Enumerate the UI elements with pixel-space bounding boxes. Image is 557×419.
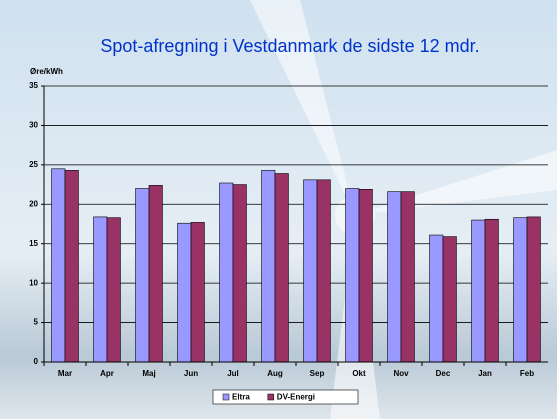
y-tick-label: 10 bbox=[29, 278, 38, 287]
bar bbox=[232, 184, 247, 363]
x-tick-label: Sep bbox=[310, 369, 325, 378]
x-tick-label: Jul bbox=[227, 369, 239, 378]
bar bbox=[345, 188, 360, 363]
x-tick-label: Aug bbox=[267, 369, 283, 378]
bar bbox=[400, 191, 415, 363]
bar bbox=[219, 182, 234, 363]
bar bbox=[442, 236, 457, 363]
bar bbox=[106, 217, 121, 363]
x-tick-label: Okt bbox=[352, 369, 366, 378]
y-tick-label: 35 bbox=[29, 81, 38, 90]
x-tick-label: Maj bbox=[142, 369, 155, 378]
legend-swatch bbox=[267, 393, 275, 401]
x-tick-label: Jun bbox=[184, 369, 198, 378]
x-tick-label: Nov bbox=[393, 369, 409, 378]
bar bbox=[387, 191, 402, 363]
legend: Eltra DV-Energi bbox=[212, 389, 359, 405]
bar bbox=[177, 222, 192, 363]
y-tick-label: 5 bbox=[34, 318, 39, 327]
bar bbox=[93, 216, 108, 363]
x-tick-label: Dec bbox=[436, 369, 451, 378]
y-tick-label: 30 bbox=[29, 121, 38, 130]
legend-label: Eltra bbox=[232, 393, 250, 402]
legend-swatch bbox=[222, 393, 230, 401]
bar bbox=[526, 216, 541, 363]
bar bbox=[51, 168, 66, 363]
bar bbox=[513, 217, 528, 363]
chart-title: Spot-afregning i Vestdanmark de sidste 1… bbox=[100, 36, 479, 56]
y-tick-label: 15 bbox=[29, 239, 38, 248]
x-tick-label: Mar bbox=[58, 369, 72, 378]
bar bbox=[484, 218, 499, 363]
bar bbox=[471, 219, 486, 363]
bar bbox=[190, 222, 205, 363]
bar bbox=[261, 170, 276, 363]
bar bbox=[135, 188, 150, 363]
bar bbox=[274, 173, 289, 363]
y-axis-label: Øre/kWh bbox=[30, 67, 63, 76]
x-tick-label: Feb bbox=[520, 369, 534, 378]
legend-label: DV-Energi bbox=[277, 393, 315, 402]
y-tick-label: 0 bbox=[34, 357, 39, 366]
x-tick-label: Jan bbox=[478, 369, 492, 378]
bar bbox=[429, 234, 444, 363]
bar bbox=[316, 179, 331, 363]
bar bbox=[64, 170, 79, 363]
plot: 0 5 10 15 20 25 30 35 Mar Apr Maj Jun Jul Aug Sep Okt No… bbox=[29, 81, 548, 405]
x-tick-label: Apr bbox=[100, 369, 114, 378]
bar bbox=[148, 185, 163, 363]
y-tick-label: 20 bbox=[29, 199, 38, 208]
bar bbox=[303, 179, 318, 363]
bar bbox=[358, 189, 373, 363]
y-tick-label: 25 bbox=[29, 160, 38, 169]
legend-box bbox=[212, 389, 359, 405]
